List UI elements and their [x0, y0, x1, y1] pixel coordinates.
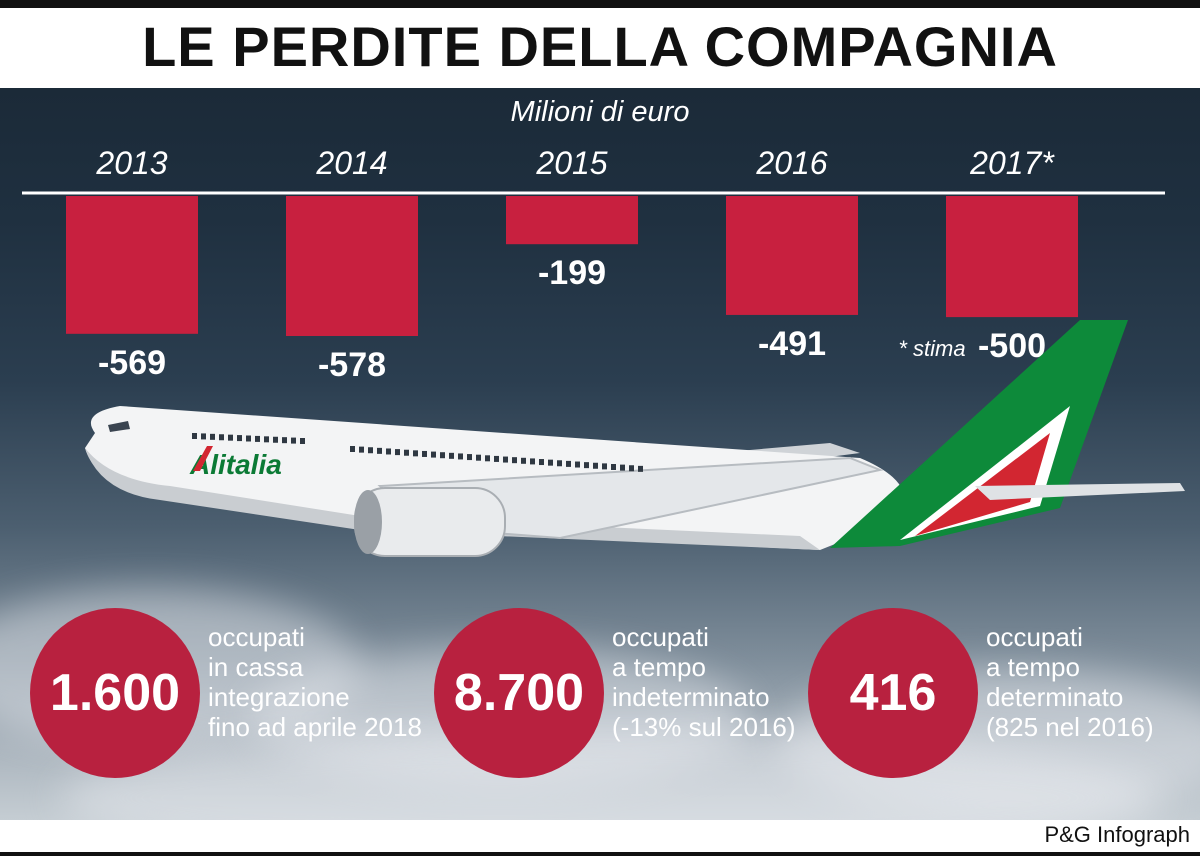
window [557, 460, 562, 467]
window [602, 463, 607, 470]
window [413, 450, 418, 457]
stat-value-circle: 416 [808, 608, 978, 778]
value-label: -578 [318, 346, 386, 384]
year-label: 2016 [755, 145, 827, 181]
window [611, 464, 616, 470]
window [228, 434, 233, 441]
loss-bar [506, 196, 638, 245]
tail-fin-white [900, 406, 1070, 540]
window [539, 459, 544, 466]
tail-fin-red [915, 433, 1050, 536]
stabilizer [975, 483, 1185, 500]
loss-bar [66, 196, 198, 334]
window [431, 451, 436, 458]
window [246, 435, 251, 442]
window [255, 435, 260, 442]
window [201, 433, 206, 440]
window [503, 456, 508, 463]
year-label: 2013 [95, 145, 167, 181]
cockpit-window [108, 421, 130, 432]
window [575, 461, 580, 468]
source-credit: P&G Infograph [1044, 822, 1190, 847]
window [210, 433, 215, 440]
window [638, 465, 643, 472]
window [629, 465, 634, 472]
window [584, 462, 589, 469]
window [593, 462, 598, 469]
loss-bar [726, 196, 858, 315]
window [404, 449, 409, 456]
window [494, 455, 499, 462]
window [620, 464, 625, 471]
window [548, 459, 553, 466]
window [282, 437, 287, 444]
window [192, 433, 197, 439]
window [440, 452, 445, 459]
window [368, 447, 373, 454]
value-label: -199 [538, 254, 606, 292]
bottom-rule [0, 852, 1200, 856]
window [512, 457, 517, 464]
value-label: -569 [98, 344, 166, 382]
passenger-windows [192, 433, 643, 472]
loss-bar [286, 196, 418, 336]
window [359, 446, 364, 453]
stat-description: occupati a tempo determinato (825 nel 20… [986, 622, 1154, 742]
logo-red-stroke [193, 446, 213, 471]
window [386, 448, 391, 455]
year-label: 2015 [535, 145, 607, 181]
value-label: -500 [978, 327, 1046, 365]
window [449, 452, 454, 459]
window [300, 438, 305, 444]
window [219, 434, 224, 441]
airplane-illustration: Alitalia [85, 320, 1185, 557]
year-label: 2017* [969, 145, 1055, 181]
window [377, 447, 382, 454]
window [566, 460, 571, 467]
window [458, 453, 463, 460]
top-rule [0, 0, 1200, 8]
window [530, 458, 535, 465]
year-label: 2014 [315, 145, 387, 181]
window [476, 454, 481, 461]
window [273, 436, 278, 443]
window [264, 436, 269, 443]
engine-intake [354, 490, 382, 554]
window [291, 437, 296, 444]
loss-bar [946, 196, 1078, 318]
page-title: LE PERDITE DELLA COMPAGNIA [142, 15, 1058, 78]
stat-value-circle: 8.700 [434, 608, 604, 778]
unit-label: Milioni di euro [510, 96, 690, 128]
window [237, 435, 242, 442]
window [422, 450, 427, 457]
window [350, 446, 355, 452]
chart-panel: Milioni di euro 2013 -569 2014 -578 2015 -199… [0, 88, 1200, 820]
value-label: -491 [758, 325, 826, 363]
stat-description: occupati a tempo indeterminato (-13% sul… [612, 622, 796, 742]
estimate-note: * stima [898, 336, 965, 361]
loss-bar-chart: 2013 -569 2014 -578 2015 -199 2016 -491 2017* -50… [22, 145, 1185, 557]
window [485, 455, 490, 462]
stat-value-circle: 1.600 [30, 608, 200, 778]
window [395, 449, 400, 456]
stat-description: occupati in cassa integrazione fino ad a… [208, 622, 422, 742]
window [467, 454, 472, 461]
window [521, 457, 526, 464]
